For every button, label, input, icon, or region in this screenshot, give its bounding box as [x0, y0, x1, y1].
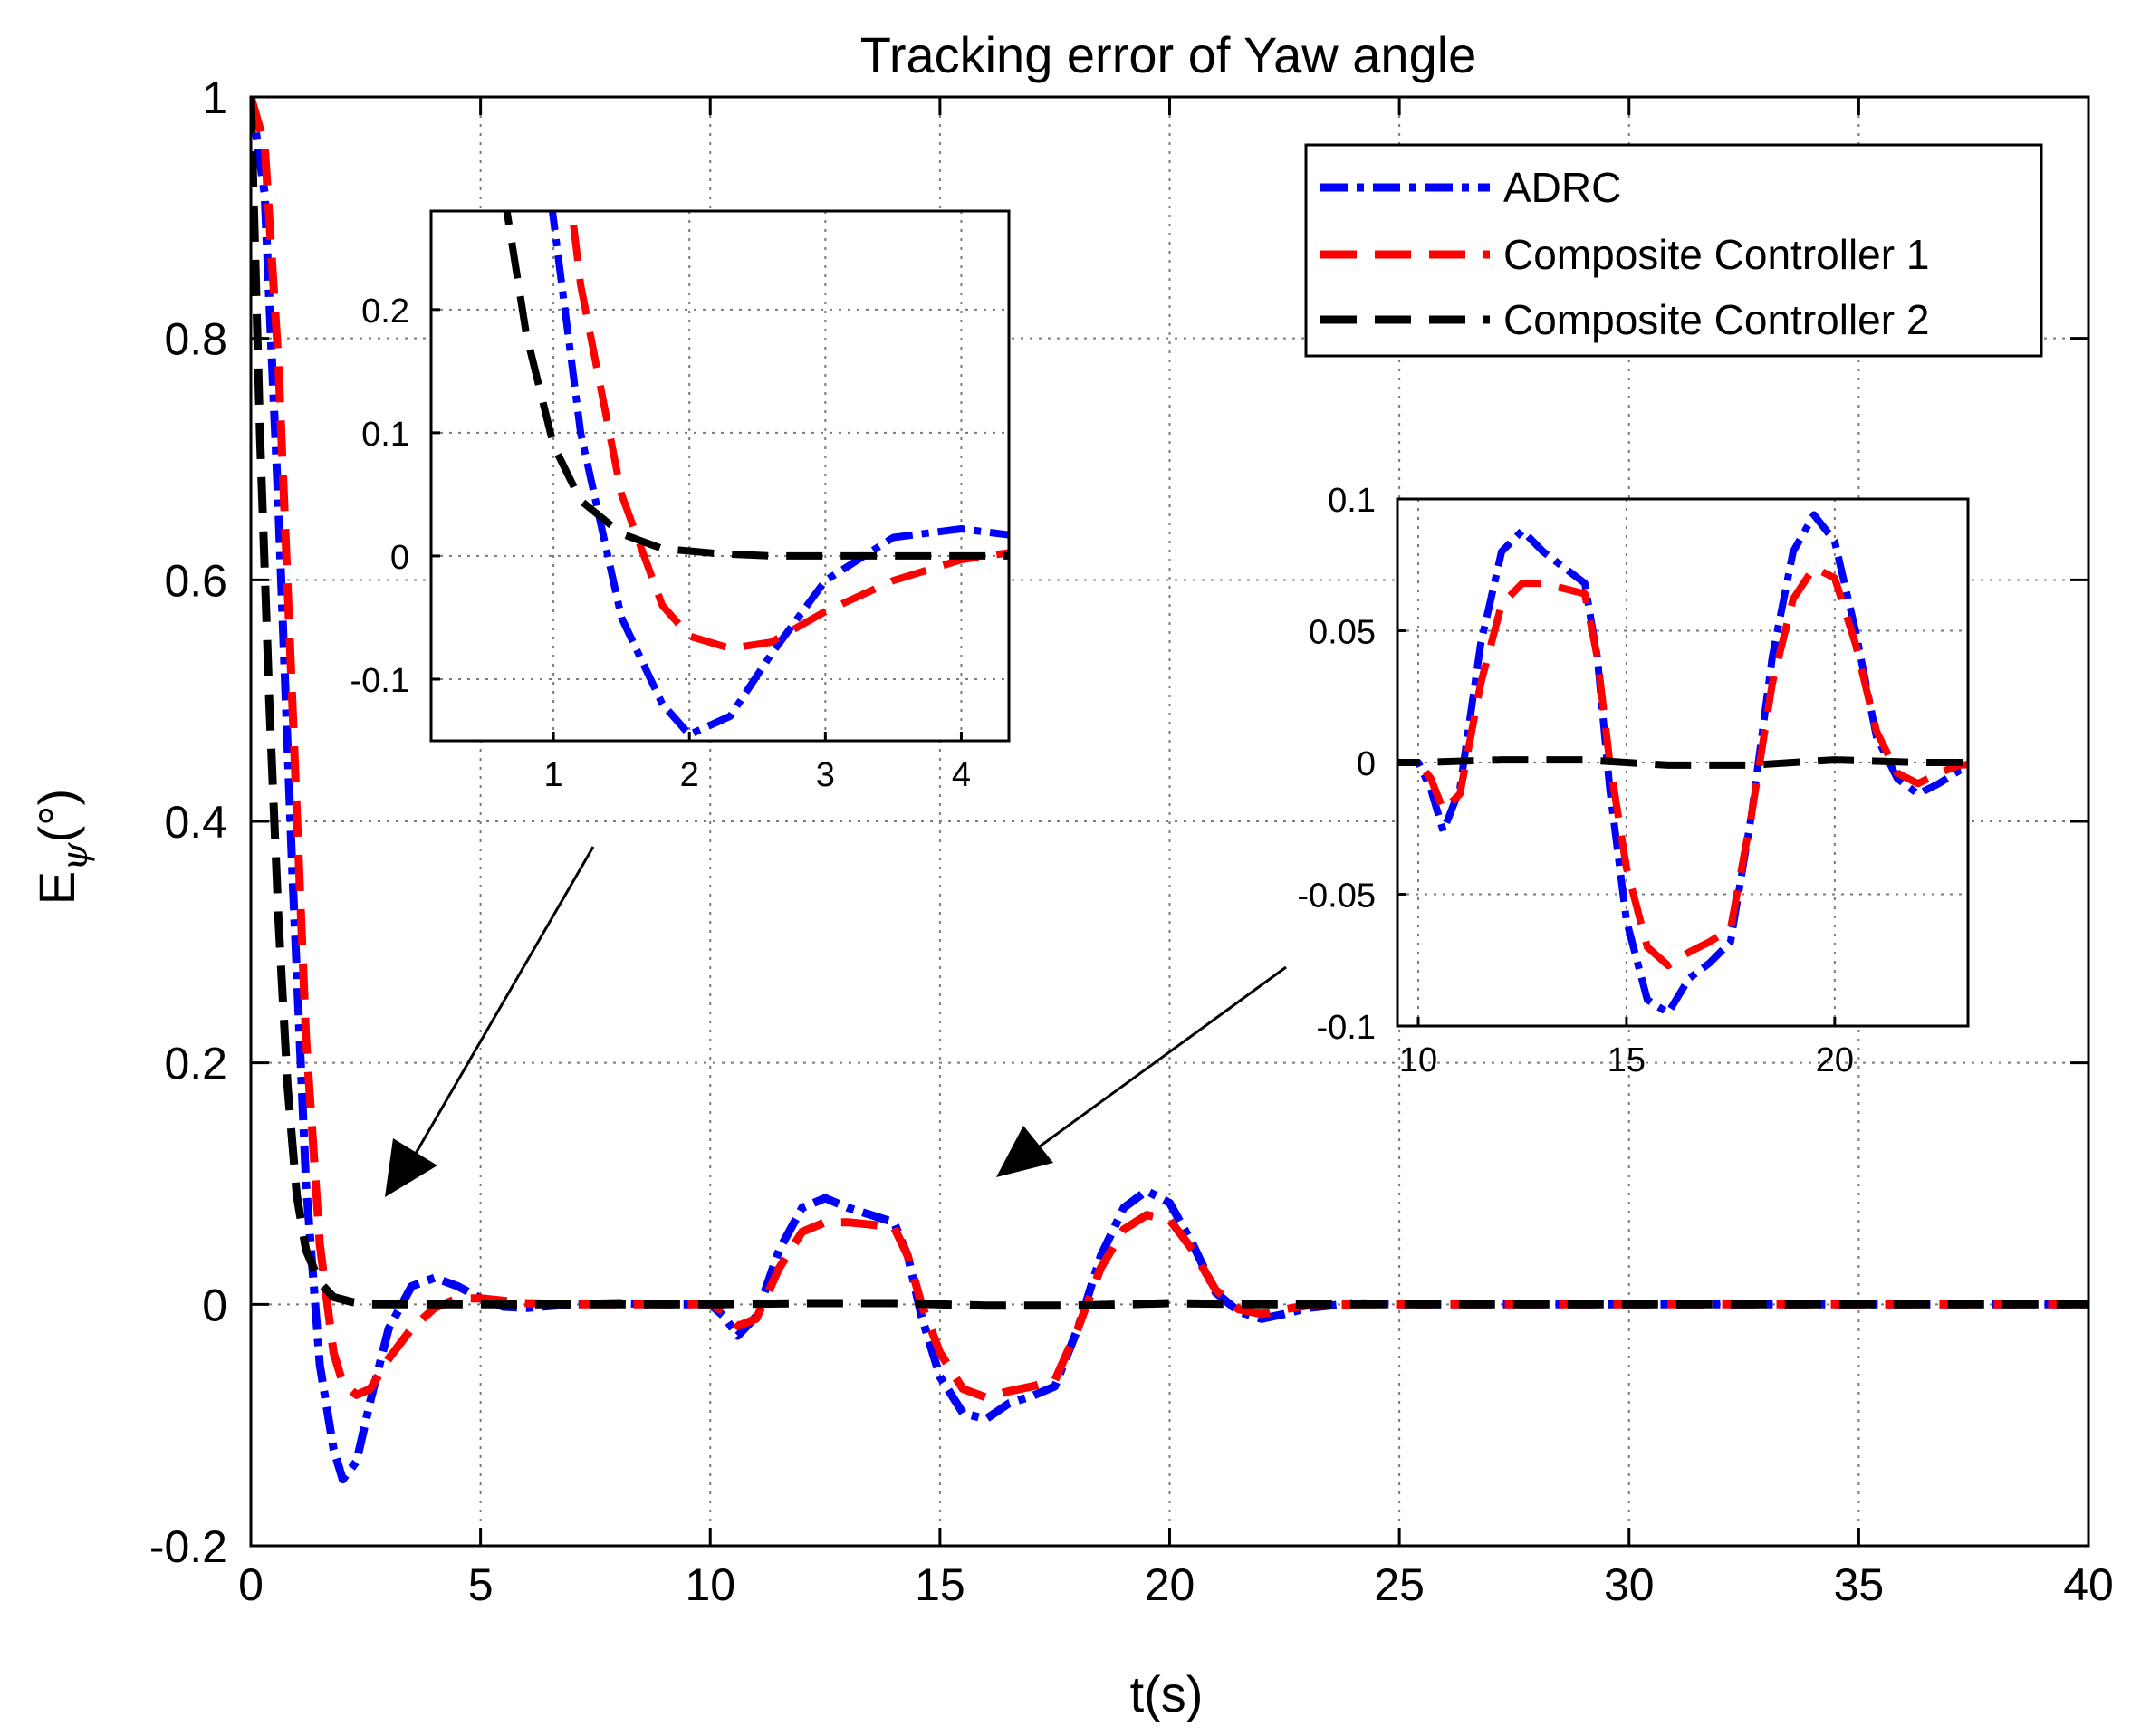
legend-item-composite-2: Composite Controller 2	[1320, 296, 1929, 343]
y-axis-label-main: E	[28, 871, 85, 905]
main-x-tick-label: 25	[1374, 1559, 1425, 1610]
arrow-head-1	[385, 1138, 437, 1197]
inset-2-y-tick-label: -0.1	[1317, 1009, 1376, 1047]
legend-item-composite-1: Composite Controller 1	[1320, 231, 1929, 278]
inset-1-series-line-composite-controller-2	[503, 211, 1009, 560]
main-y-tick-label: -0.2	[149, 1521, 227, 1572]
main-y-tick-label: 1	[202, 72, 227, 123]
inset-1-background	[431, 211, 1009, 741]
inset-plot-1: 1 2 3 4 -0.1 0 0.1 0.2	[350, 209, 1011, 794]
inset-1-y-tick-label: 0	[390, 539, 409, 577]
chart-title: Tracking error of Yaw angle	[860, 26, 1477, 83]
inset-2-x-tick-label: 10	[1399, 1041, 1437, 1079]
svg-text:Eψ(°): Eψ(°)	[28, 789, 96, 905]
inset-1-series-line-composite-controller-1	[568, 211, 1009, 652]
inset-plot-2: 10 15 20 -0.1 -0.05 0 0.05 0.1	[1297, 482, 1970, 1079]
inset-1-x-tick-label: 4	[952, 756, 971, 794]
main-x-tick-label: 10	[685, 1559, 735, 1610]
inset-2-series-line-composite-controller-1	[1397, 563, 1968, 970]
main-x-tick-label: 0	[238, 1559, 264, 1610]
y-axis-label: Eψ(°)	[28, 789, 96, 905]
inset-2-y-tick-label: 0	[1357, 745, 1376, 783]
main-x-tick-label: 40	[2063, 1559, 2114, 1610]
inset-1-axes-frame	[429, 209, 1011, 743]
inset-2-y-tick-label: -0.05	[1297, 878, 1376, 916]
legend-label-composite-2: Composite Controller 2	[1503, 296, 1929, 343]
main-x-tick-label: 35	[1834, 1559, 1885, 1610]
inset-2-y-tick-label: 0.05	[1309, 614, 1376, 652]
arrow-head-2	[996, 1126, 1053, 1177]
inset-2-x-tick-label: 15	[1608, 1041, 1646, 1079]
y-axis-label-subscript: ψ	[54, 842, 96, 871]
inset-1-y-tick-label: -0.1	[350, 662, 409, 700]
inset-1-y-tick-label: 0.2	[361, 293, 409, 331]
inset-2-series-group	[1397, 511, 1968, 1017]
main-series-line-composite-controller-1	[251, 97, 2088, 1402]
legend-label-composite-1: Composite Controller 1	[1503, 231, 1929, 278]
inset-2-y-tick-label: 0.1	[1328, 482, 1376, 520]
main-series-line-composite-controller-2	[251, 97, 2088, 1310]
legend-box	[1304, 143, 2043, 358]
inset-1-x-tick-label: 2	[680, 756, 699, 794]
inset-2-series-line-adrc	[1397, 511, 1968, 1017]
legend: ADRC Composite Controller 1 Composite Co…	[1304, 143, 2043, 358]
arrow-to-inset-2	[1009, 965, 1287, 1170]
main-x-tick-label: 30	[1604, 1559, 1655, 1610]
inset-2-x-tick-label: 20	[1816, 1041, 1854, 1079]
y-axis-label-unit: (°)	[28, 789, 85, 843]
main-x-tick-label: 5	[468, 1559, 494, 1610]
arrow-to-inset-1	[395, 846, 595, 1187]
main-y-tick-label: 0.6	[164, 555, 227, 606]
inset-1-x-tick-label: 3	[816, 756, 835, 794]
main-y-tick-label: 0.4	[164, 797, 227, 848]
callout-arrows	[385, 846, 1287, 1197]
main-series-group	[251, 97, 2088, 1484]
inset-1-x-tick-label: 1	[544, 756, 563, 794]
main-x-tick-label: 15	[915, 1559, 965, 1610]
main-y-tick-label: 0	[202, 1280, 227, 1330]
inset-1-series-group	[503, 211, 1009, 739]
legend-item-adrc: ADRC	[1320, 164, 1621, 211]
inset-1-y-tick-label: 0.1	[361, 416, 409, 454]
x-axis-label: t(s)	[1130, 1665, 1204, 1722]
main-y-tick-label: 0.8	[164, 314, 227, 365]
legend-label-adrc: ADRC	[1503, 164, 1621, 211]
main-x-tick-label: 20	[1145, 1559, 1195, 1610]
main-y-tick-label: 0.2	[164, 1039, 227, 1089]
